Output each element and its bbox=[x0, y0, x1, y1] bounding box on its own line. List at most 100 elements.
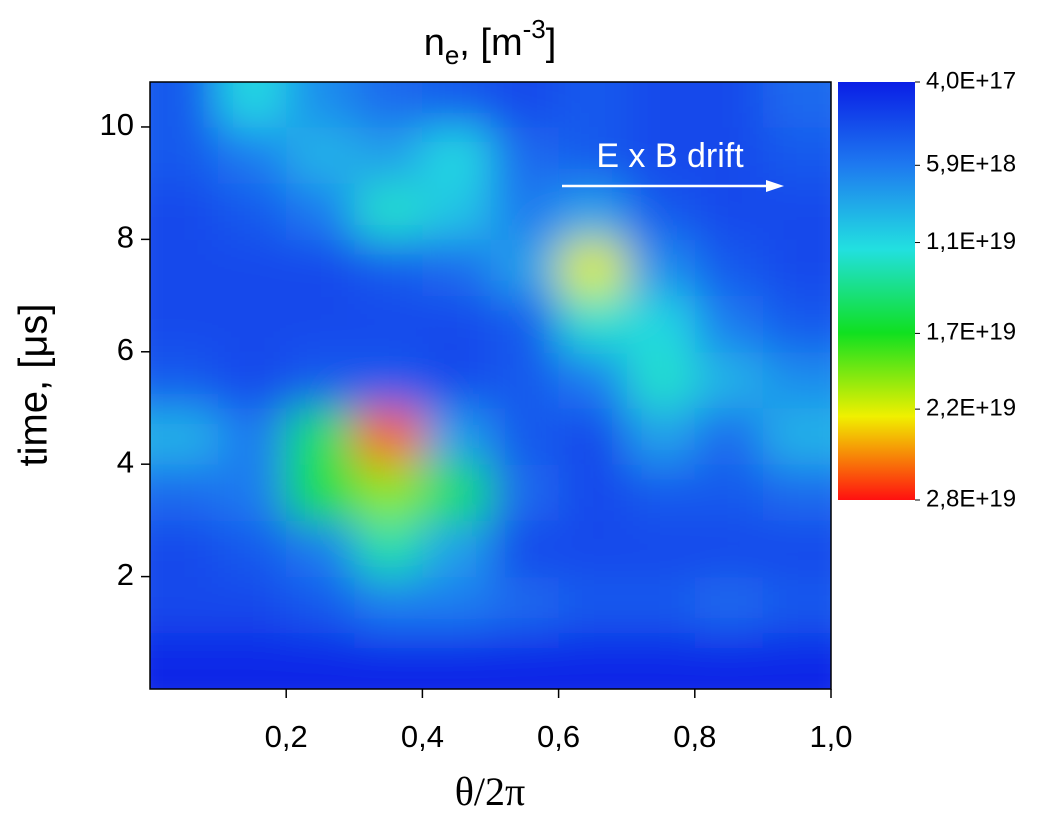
x-tick-label: 0,4 bbox=[401, 719, 444, 754]
heat-cell bbox=[694, 632, 764, 689]
heat-cell bbox=[354, 632, 423, 689]
heat-cell bbox=[286, 351, 355, 409]
heat-cell bbox=[490, 351, 560, 409]
colorbar bbox=[838, 82, 915, 500]
y-tick-label: 6 bbox=[117, 332, 134, 367]
colorbar-label: 1,7E+19 bbox=[926, 319, 1016, 346]
colorbar-label: 1,1E+19 bbox=[926, 228, 1016, 255]
heat-cell bbox=[422, 239, 491, 297]
heat-cell bbox=[694, 576, 764, 634]
heat-cell bbox=[694, 239, 764, 297]
heat-cell bbox=[150, 82, 219, 128]
heat-cell bbox=[354, 576, 423, 634]
heat-cell bbox=[286, 632, 355, 689]
heat-cell bbox=[490, 520, 560, 578]
heat-cell bbox=[150, 407, 219, 465]
heat-cell bbox=[558, 295, 628, 353]
heat-cell bbox=[490, 239, 560, 297]
heat-cell bbox=[218, 576, 287, 634]
x-tick-label: 0,8 bbox=[673, 719, 716, 754]
heat-cell bbox=[150, 183, 219, 240]
heat-cell bbox=[354, 126, 423, 184]
heat-cell bbox=[218, 295, 287, 353]
heat-cell bbox=[626, 82, 696, 128]
heat-cell bbox=[490, 464, 560, 521]
heat-cell bbox=[762, 576, 831, 634]
heat-cell bbox=[286, 126, 355, 184]
heat-cell bbox=[218, 183, 287, 240]
heat-cell bbox=[762, 632, 831, 689]
colorbar-label: 2,8E+19 bbox=[926, 485, 1016, 512]
heat-cell bbox=[694, 183, 764, 240]
heat-cell bbox=[558, 82, 628, 128]
heat-cell bbox=[762, 239, 831, 297]
heat-cell bbox=[422, 464, 491, 521]
heat-cell bbox=[626, 183, 696, 240]
annotation: E x B drift bbox=[596, 137, 744, 175]
heat-cell bbox=[422, 407, 491, 465]
heat-cell bbox=[286, 464, 355, 521]
heat-cell bbox=[218, 239, 287, 297]
heat-cell bbox=[286, 295, 355, 353]
title-part: n bbox=[424, 22, 445, 64]
heat-cell bbox=[286, 520, 355, 578]
heat-cell bbox=[626, 520, 696, 578]
heat-cell bbox=[218, 464, 287, 521]
heat-cell bbox=[422, 520, 491, 578]
heat-cell bbox=[354, 82, 423, 128]
heat-cell bbox=[558, 351, 628, 409]
heat-cell bbox=[218, 632, 287, 689]
heat-cell bbox=[762, 82, 831, 128]
y-tick-label: 8 bbox=[117, 220, 134, 255]
heat-cell bbox=[490, 183, 560, 240]
heat-cell bbox=[626, 464, 696, 521]
heat-cell bbox=[422, 82, 491, 128]
title-part: , [m bbox=[459, 22, 522, 64]
heat-cell bbox=[490, 632, 560, 689]
y-tick-label: 2 bbox=[117, 557, 134, 592]
heat-cell bbox=[150, 239, 219, 297]
heat-cell bbox=[762, 407, 831, 465]
heat-cell bbox=[558, 464, 628, 521]
heat-cell bbox=[150, 464, 219, 521]
title-sup: -3 bbox=[523, 14, 546, 44]
x-tick-label: 0,2 bbox=[265, 719, 308, 754]
heat-cells bbox=[150, 82, 831, 689]
heat-cell bbox=[762, 126, 831, 184]
heat-cell bbox=[626, 576, 696, 634]
heatmap bbox=[150, 82, 831, 689]
heat-cell bbox=[150, 520, 219, 578]
heat-cell bbox=[150, 576, 219, 634]
heat-cell bbox=[422, 126, 491, 184]
heat-cell bbox=[422, 295, 491, 353]
heat-cell bbox=[218, 520, 287, 578]
heat-cell bbox=[150, 632, 219, 689]
heat-cell bbox=[626, 407, 696, 465]
x-tick-label: 1,0 bbox=[809, 719, 852, 754]
heat-cell bbox=[626, 351, 696, 409]
heat-cell bbox=[558, 632, 628, 689]
heat-cell bbox=[490, 576, 560, 634]
heat-cell bbox=[422, 576, 491, 634]
heat-cell bbox=[354, 183, 423, 240]
chart-title: ne, [m-3] bbox=[424, 14, 557, 70]
x-tick-label: 0,6 bbox=[537, 719, 580, 754]
heat-cell bbox=[694, 407, 764, 465]
heat-cell bbox=[354, 239, 423, 297]
heat-cell bbox=[218, 82, 287, 128]
heat-cell bbox=[762, 520, 831, 578]
heat-cell bbox=[762, 464, 831, 521]
heat-cell bbox=[558, 239, 628, 297]
heat-cell bbox=[218, 407, 287, 465]
heat-cell bbox=[286, 183, 355, 240]
heat-cell bbox=[626, 295, 696, 353]
heat-cell bbox=[558, 520, 628, 578]
heat-cell bbox=[694, 82, 764, 128]
heat-cell bbox=[286, 576, 355, 634]
heat-cell bbox=[490, 126, 560, 184]
heat-cell bbox=[762, 183, 831, 240]
heat-cell bbox=[286, 82, 355, 128]
heat-cell bbox=[762, 351, 831, 409]
heat-cell bbox=[694, 464, 764, 521]
heat-cell bbox=[150, 351, 219, 409]
